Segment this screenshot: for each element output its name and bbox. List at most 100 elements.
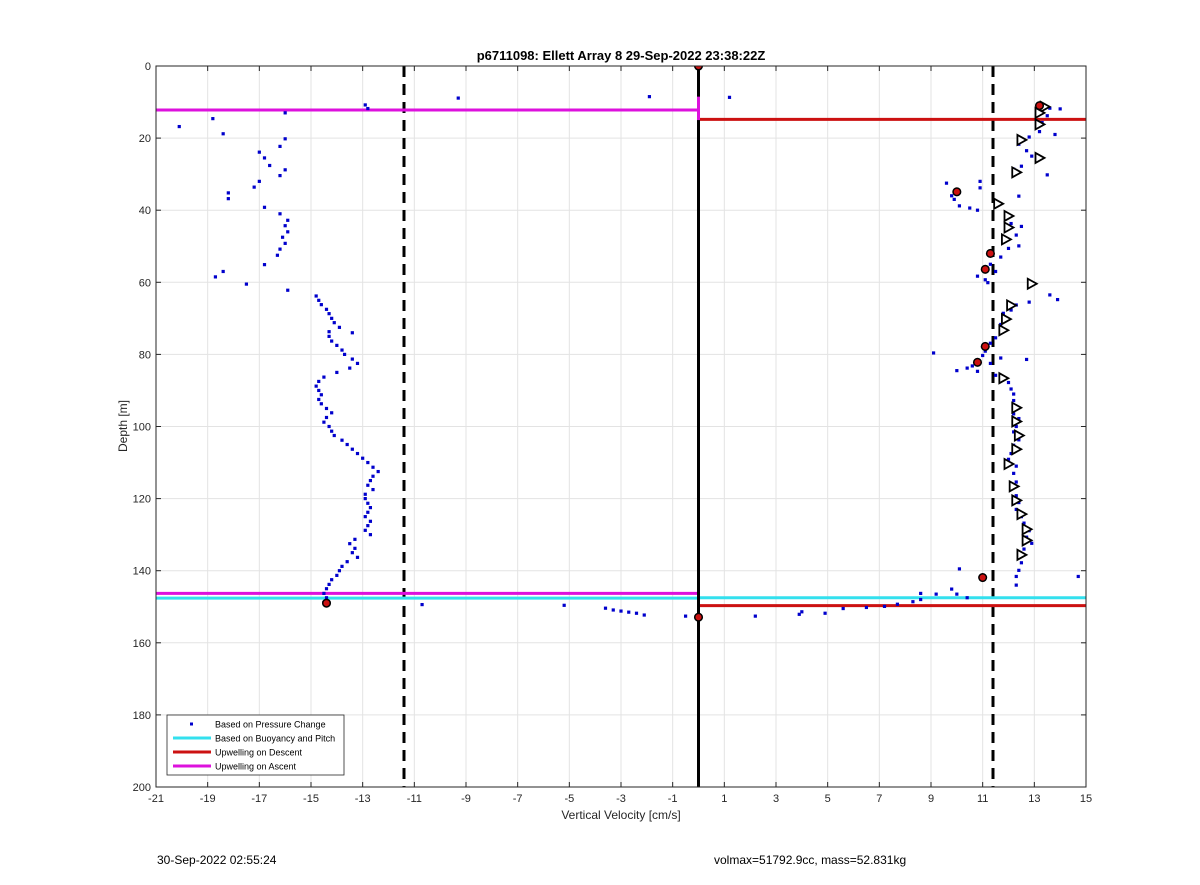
pressure-point: [1009, 387, 1013, 391]
pressure-point: [1014, 233, 1018, 237]
pressure-point: [368, 478, 373, 483]
pressure-point: [944, 181, 949, 185]
pressure-point: [1009, 308, 1013, 312]
pressure-point: [342, 352, 347, 356]
pressure-point: [348, 366, 352, 370]
legend-label: Based on Pressure Change: [215, 720, 326, 730]
pressure-point: [988, 262, 993, 266]
pressure-point: [1037, 130, 1042, 134]
pressure-point: [353, 546, 357, 550]
triangle-marker: [1034, 151, 1047, 165]
triangle-marker: [1021, 533, 1034, 547]
triangle-marker: [1016, 507, 1029, 521]
pressure-point: [366, 501, 370, 505]
pressure-point: [283, 111, 287, 115]
triangle-marker: [1008, 479, 1021, 493]
pressure-point: [283, 224, 287, 228]
red-marker: [952, 187, 962, 197]
pressure-point: [332, 433, 336, 438]
red-marker: [985, 248, 995, 259]
triangle-marker: [993, 197, 1006, 211]
pressure-point: [324, 587, 329, 591]
pressure-point: [337, 569, 342, 573]
pressure-point: [1048, 106, 1052, 110]
pressure-point: [319, 393, 323, 397]
pressure-point: [363, 528, 367, 532]
triangle-marker: [1034, 106, 1047, 120]
pressure-point: [983, 349, 987, 353]
x-tick-label: -19: [200, 793, 216, 805]
pressure-point: [286, 230, 290, 234]
pressure-point: [955, 369, 959, 373]
pressure-point: [993, 269, 998, 274]
pressure-point: [1048, 293, 1052, 297]
pressure-point: [366, 524, 370, 528]
y-tick-label: 20: [139, 133, 151, 145]
y-tick-label: 180: [133, 710, 151, 722]
pressure-point: [348, 542, 352, 546]
x-tick-label: 11: [977, 793, 988, 805]
pressure-point: [1001, 311, 1005, 315]
pressure-point: [1027, 300, 1031, 304]
pressure-point: [993, 373, 998, 377]
pressure-point: [1006, 457, 1011, 461]
pressure-point: [366, 510, 370, 514]
pressure-point: [895, 602, 900, 606]
pressure-point: [257, 150, 261, 154]
pressure-point: [1014, 507, 1018, 512]
pressure-point: [1019, 561, 1024, 565]
pressure-point: [950, 194, 954, 198]
pressure-point: [278, 144, 282, 148]
pressure-point: [1012, 398, 1016, 403]
pressure-point: [1030, 541, 1034, 545]
y-tick-label: 100: [133, 422, 151, 434]
pressure-point: [330, 411, 334, 415]
pressure-point: [975, 274, 980, 278]
triangle-marker: [1003, 220, 1016, 235]
legend: Based on Pressure Change Based on Buoyanc…: [166, 714, 345, 776]
x-tick-label: 5: [825, 793, 831, 805]
triangle-marker: [1016, 548, 1029, 562]
pressure-point: [355, 555, 360, 559]
pressure-point: [376, 469, 380, 474]
pressure-point: [1014, 574, 1018, 579]
x-tick-label: -17: [251, 793, 267, 805]
pressure-point: [978, 186, 982, 190]
pressure-point: [999, 356, 1003, 360]
y-tick-label: 200: [133, 782, 151, 794]
x-tick-label: 1: [721, 793, 727, 805]
pressure-point: [330, 578, 334, 582]
x-tick-label: -15: [303, 793, 319, 805]
pressure-point: [340, 438, 344, 442]
pressure-point: [244, 282, 249, 286]
pressure-point: [627, 610, 631, 614]
red-marker: [972, 357, 983, 367]
pressure-point: [350, 331, 354, 335]
pressure-point: [363, 515, 367, 519]
red-marker: [1034, 101, 1045, 111]
pressure-point: [999, 322, 1003, 327]
pressure-point: [350, 357, 354, 361]
pressure-point: [1022, 521, 1026, 525]
pressure-point: [221, 269, 225, 274]
legend-marker: [190, 722, 193, 726]
pressure-point: [252, 185, 256, 189]
triangle-marker: [998, 371, 1011, 385]
pressure-point: [1006, 246, 1011, 251]
pressure-point: [1017, 568, 1021, 572]
x-tick-label: -7: [513, 793, 523, 805]
pressure-point: [350, 447, 354, 451]
pressure-point: [371, 474, 375, 478]
pressure-point: [1027, 135, 1031, 139]
pressure-point: [1024, 149, 1029, 153]
pressure-point: [797, 612, 801, 616]
pressure-point: [322, 375, 326, 379]
pressure-point: [975, 369, 980, 373]
pressure-point: [986, 281, 990, 285]
legend-label: Upwelling on Descent: [215, 748, 303, 758]
pressure-point: [322, 591, 326, 596]
x-tick-label: -5: [564, 793, 574, 805]
x-tick-label: -9: [461, 793, 471, 805]
x-tick-label: 13: [1028, 793, 1040, 805]
pressure-point: [999, 255, 1003, 259]
